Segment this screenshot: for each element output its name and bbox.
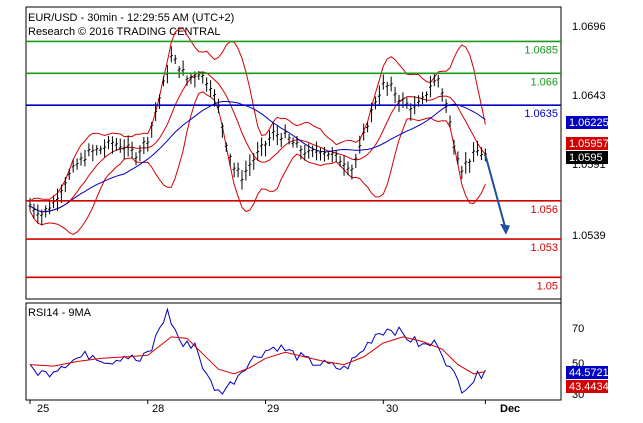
y-tick-label: 1.0696 bbox=[572, 21, 606, 33]
rsi-ma-line bbox=[29, 336, 486, 375]
rsi-tag-label: 43.4434 bbox=[569, 381, 609, 393]
price-tag-box bbox=[566, 151, 608, 164]
x-tick-label: 29 bbox=[267, 403, 279, 415]
level-label: 1.056 bbox=[530, 204, 558, 216]
rsi-tag-box bbox=[566, 380, 608, 393]
price-tag-label: 1.05957 bbox=[569, 138, 609, 150]
price-tag-box bbox=[566, 137, 608, 150]
ma-slow-line bbox=[29, 101, 486, 213]
rsi-tags: 44.5721 43.4434 bbox=[566, 366, 609, 393]
y-tick-label: 1.0643 bbox=[572, 90, 606, 102]
price-tag-label: 1.0595 bbox=[569, 152, 603, 164]
rsi-tick-label: 70 bbox=[572, 323, 584, 335]
bollinger-lower-line bbox=[29, 91, 486, 235]
rsi-line bbox=[29, 307, 486, 395]
candlestick-series bbox=[28, 46, 487, 226]
rsi-tag-label: 44.5721 bbox=[569, 367, 609, 379]
price-panel bbox=[25, 6, 562, 300]
x-tick-label: Dec bbox=[500, 403, 520, 415]
forecast-arrow-head bbox=[500, 223, 510, 235]
rsi-title: RSI14 - 9MA bbox=[28, 307, 92, 319]
price-tags: 1.06225 1.05957 1.0595 bbox=[566, 116, 609, 164]
level-label: 1.0685 bbox=[524, 44, 558, 56]
level-lines: 1.0685 1.066 1.0635 1.056 1.053 1.05 bbox=[26, 40, 561, 292]
price-tag-box bbox=[566, 116, 608, 129]
y-tick-label: 1.0539 bbox=[572, 230, 606, 242]
chart-header-line1: EUR/USD - 30min - 12:29:55 AM (UTC+2) bbox=[28, 12, 234, 24]
rsi-lines bbox=[29, 307, 486, 395]
x-tick-label: 28 bbox=[152, 403, 164, 415]
bollinger-upper-line bbox=[29, 27, 486, 202]
level-label: 1.053 bbox=[530, 242, 558, 254]
level-label: 1.066 bbox=[530, 76, 558, 88]
x-tick-label: 25 bbox=[37, 403, 49, 415]
forecast-arrow-shaft bbox=[484, 154, 506, 227]
level-label: 1.0635 bbox=[524, 108, 558, 120]
level-label: 1.05 bbox=[537, 280, 558, 292]
x-tick-label: 30 bbox=[386, 403, 398, 415]
rsi-tag-box bbox=[566, 366, 608, 379]
price-tag-label: 1.06225 bbox=[569, 117, 609, 129]
chart-header-line2: Research © 2016 TRADING CENTRAL bbox=[28, 26, 221, 38]
bollinger-bands bbox=[29, 27, 486, 235]
session-ticks bbox=[29, 400, 486, 404]
forecast-arrow bbox=[484, 154, 510, 235]
